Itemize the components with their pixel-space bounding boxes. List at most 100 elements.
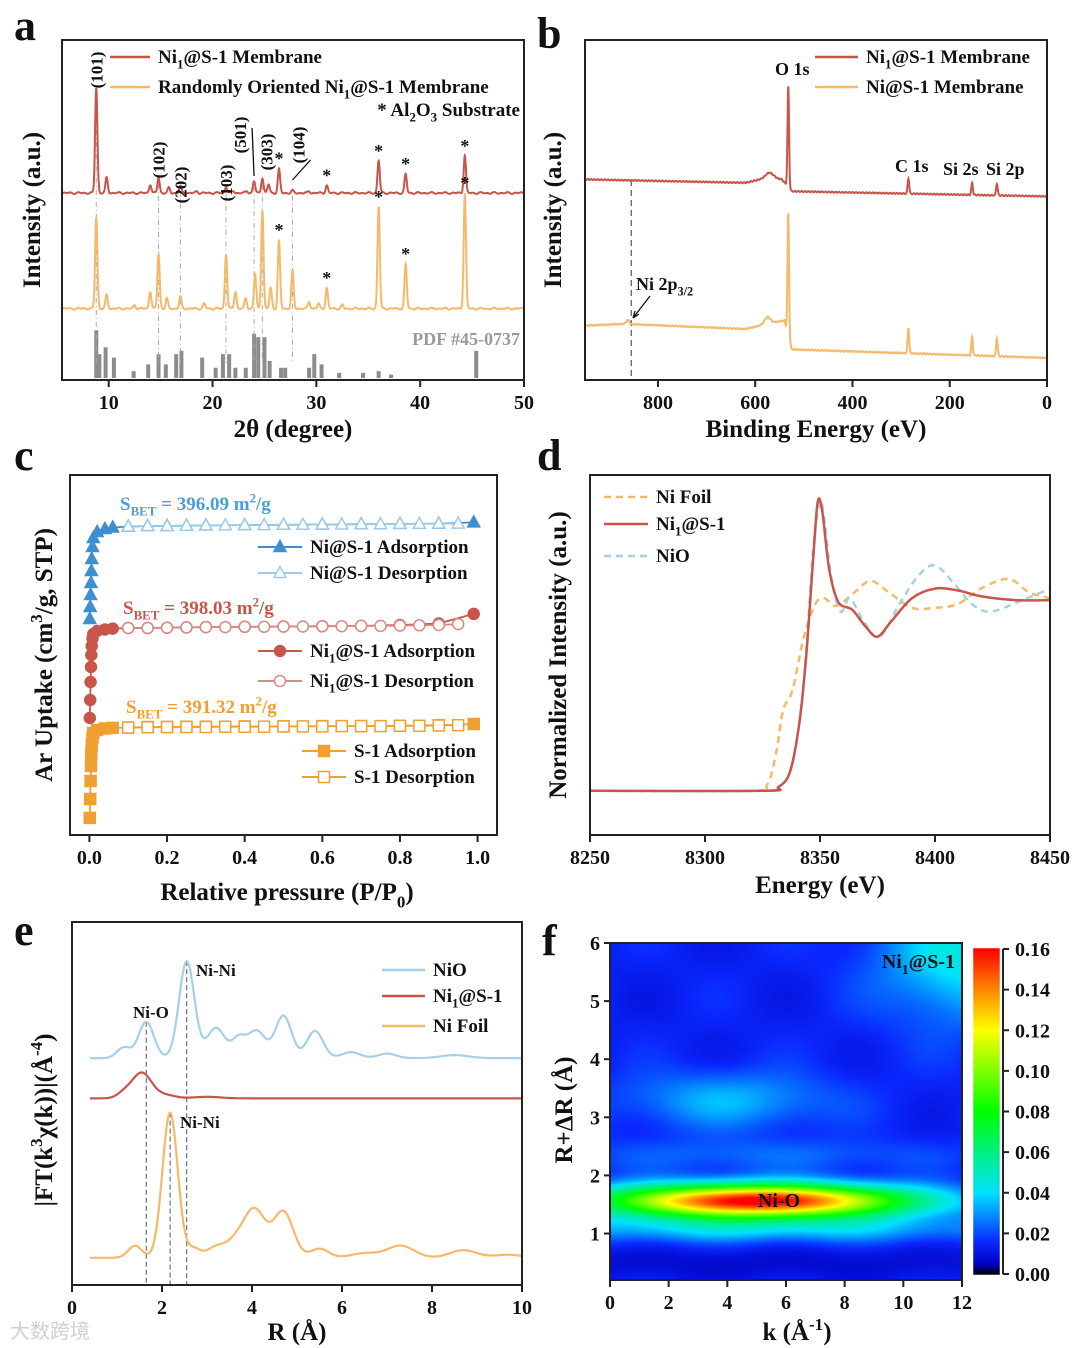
series-line [589,577,1051,793]
data-point [413,619,426,632]
series-line [128,522,459,528]
panel-a: a 2θ (degree) Intensity (a.u.) 10 20 30 40 50 PD… [14,1,534,443]
data-point [140,517,155,532]
data-point [83,574,99,589]
peak-label: (102) [150,142,169,179]
legend-label: Ni@S-1 Membrane [866,77,1024,98]
y-tick-label: 1 [590,1224,600,1246]
data-point [83,693,97,707]
substrate-star: * [460,173,469,193]
substrate-legend: * Al2O3 Substrate [377,100,520,125]
x-axis-label: Binding Energy (eV) [706,416,927,443]
data-point [219,720,232,733]
x-tick-label: 12 [952,1292,972,1314]
data-point [334,516,349,530]
colorbar-tick-label: 0.04 [1015,1183,1050,1205]
data-point [257,620,271,634]
colorbar-tick-label: 0.16 [1015,939,1050,961]
x-tick-label: 6 [337,1297,347,1319]
data-point [83,792,97,806]
y-axis-label: Normalized Intensity (a.u.) [545,511,572,798]
legend-label: Ni@S-1 Desorption [310,563,468,584]
x-tick-label: 200 [935,392,965,414]
colorbar [973,948,1000,1275]
legend-label: Ni Foil [656,487,711,508]
data-point [467,607,480,621]
data-point [160,621,174,634]
data-point [276,516,291,531]
x-tick-label: 20 [203,392,223,414]
series-line [584,86,1048,198]
data-point [451,617,465,631]
series-line [61,87,525,196]
y-tick-label: 2 [590,1165,600,1187]
x-tick-label: 8 [840,1292,850,1314]
legend-label: Ni1@S-1 Adsorption [310,641,476,666]
arrow [251,127,255,177]
plot-frame [71,921,523,1286]
data-point [82,610,98,625]
legend-label: S-1 Desorption [354,767,475,788]
data-point [179,517,194,531]
substrate-star: * [322,268,331,288]
x-tick-label: 0 [605,1292,615,1314]
data-point [273,644,287,658]
y-tick-label: 6 [590,933,600,955]
series-line [90,1071,522,1100]
data-point [354,719,368,733]
panel-letter: c [14,431,34,480]
data-point [160,720,174,734]
x-tick-label: 4 [722,1292,732,1314]
x-tick-label: 0.8 [387,847,412,869]
x-tick-label: 50 [514,392,534,414]
colorbar-frame [972,947,1001,1276]
data-point [353,516,369,530]
substrate-star: * [322,165,331,185]
data-point [467,717,480,731]
data-point [413,719,426,733]
x-tick-label: 8300 [685,847,725,869]
data-point [84,550,100,565]
data-point [180,720,193,734]
x-tick-label: 8 [427,1297,437,1319]
x-tick-label: 1.0 [465,847,490,869]
x-tick-label: 2 [664,1292,674,1314]
data-point [218,517,233,531]
y-axis-label: Ar Uptake (cm3/g, STP) [27,528,58,782]
data-point [84,660,98,674]
colorbar-tick-label: 0.02 [1015,1223,1050,1245]
peak-label: (303) [257,134,276,171]
data-point [84,759,98,773]
series-line [90,960,522,1060]
x-tick-label: 10 [893,1292,913,1314]
data-point [335,719,348,733]
y-axis-label: |FT(k3χ(k))|(Å-4) [27,1034,58,1207]
substrate-star: * [374,187,383,207]
wavelet-transform-heatmap [610,943,962,1280]
substrate-star: * [401,244,410,264]
peak-label: (103) [217,165,236,202]
x-tick-label: 600 [740,392,770,414]
panel-letter: b [537,9,561,58]
x-axis-label: Relative pressure (P/P0) [160,879,413,912]
x-tick-label: 10 [99,392,119,414]
data-point [373,516,388,530]
data-point [256,517,272,531]
data-point [316,619,329,633]
series-line [584,212,1048,360]
x-tick-label: 8450 [1030,847,1070,869]
peak-annotation: Si 2s [943,159,979,179]
series-line [128,623,459,629]
legend-label: Ni1@S-1 [656,514,726,539]
panel-f: fk (Å-1)R+ΔR (Å)0 2 4 6 8 10 12123456Ni1@S-1Ni… [542,916,1050,1346]
data-point [296,720,310,733]
y-tick-label: 3 [590,1107,600,1129]
panel-letter: e [14,906,34,955]
plot-frame [69,474,498,836]
data-point [238,720,251,733]
series-line [128,724,459,729]
x-tick-label: 800 [643,392,673,414]
x-tick-label: 0.2 [155,847,180,869]
